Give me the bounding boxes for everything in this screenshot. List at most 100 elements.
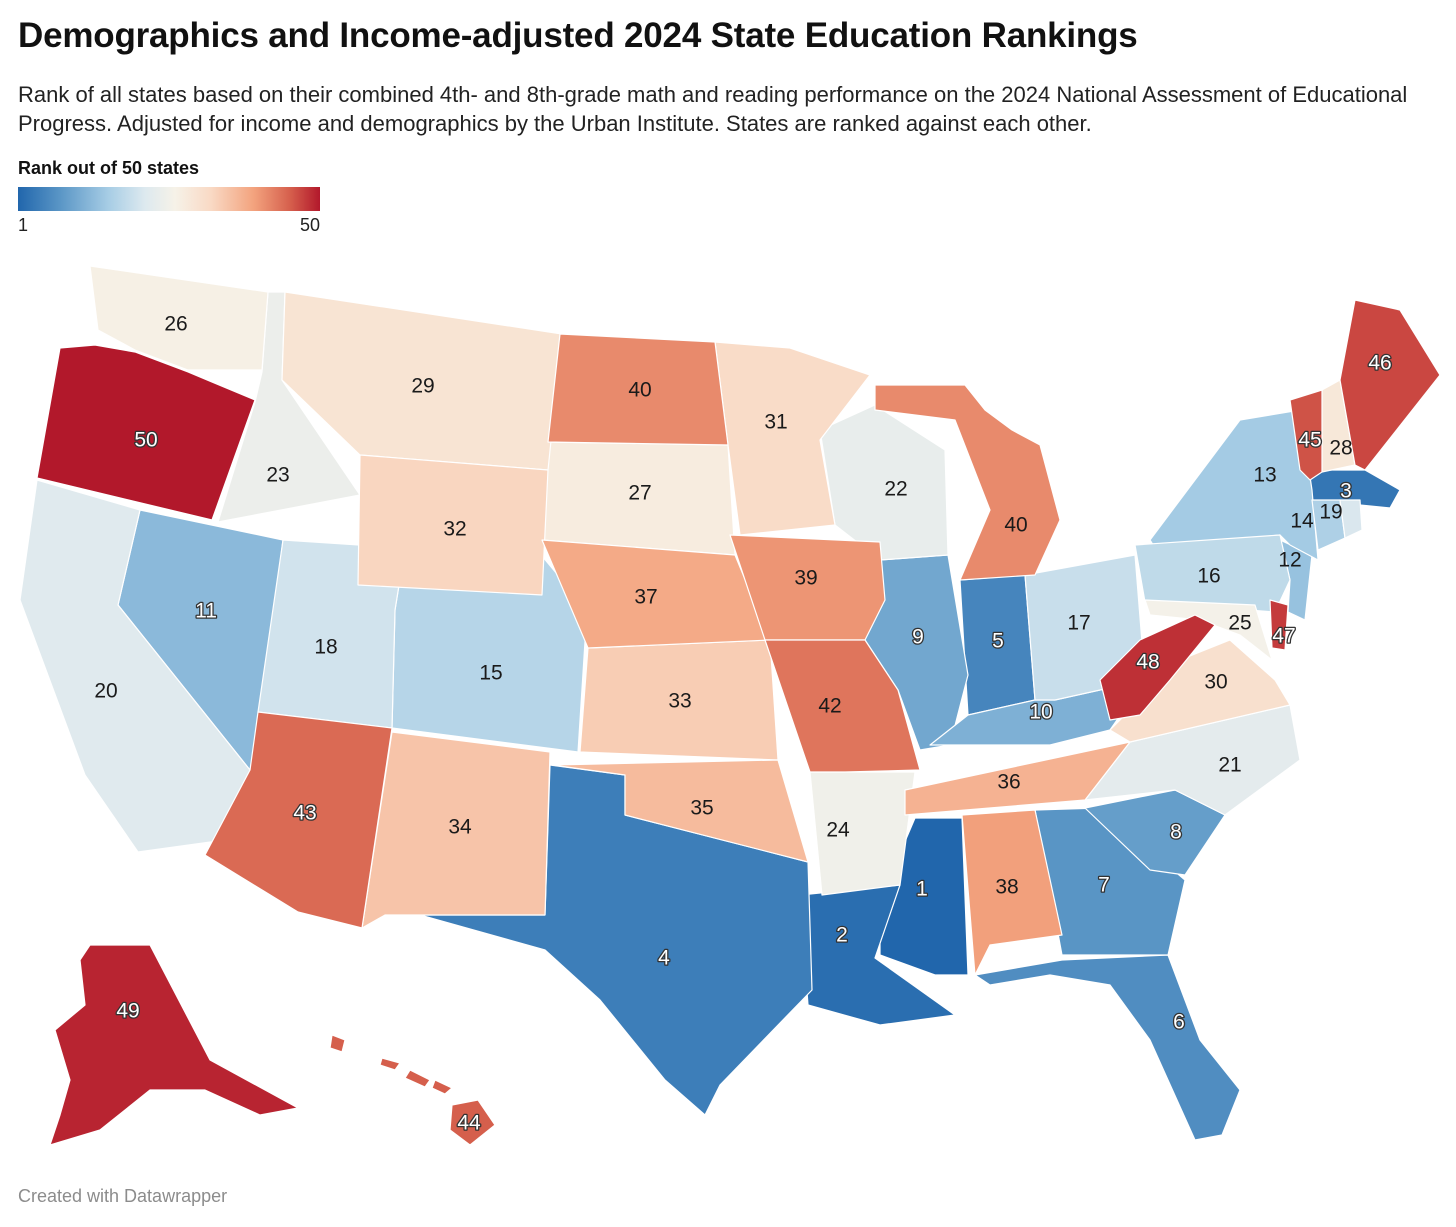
state-ny[interactable]	[1149, 409, 1319, 561]
state-wv[interactable]	[1099, 614, 1216, 721]
state-hi[interactable]	[329, 1034, 496, 1146]
state-shape-me[interactable]	[1339, 299, 1441, 471]
rank-label-sc: 8	[1170, 821, 1182, 844]
state-mn[interactable]	[714, 341, 871, 536]
state-shape-tn[interactable]	[904, 741, 1131, 816]
state-md[interactable]	[1144, 599, 1273, 661]
rank-label-oh: 17	[1067, 612, 1090, 635]
rank-label-mi: 40	[1004, 514, 1027, 537]
state-ak[interactable]	[49, 944, 299, 1146]
rank-label-nc: 21	[1218, 754, 1241, 777]
state-shape-hi-3[interactable]	[431, 1079, 453, 1095]
rank-label-va: 30	[1204, 671, 1227, 694]
rank-label-nh: 28	[1329, 437, 1352, 460]
rank-label-wi: 22	[884, 478, 907, 501]
us-state-map: 1234567891011121314151617181920212223242…	[19, 265, 1441, 1146]
state-or[interactable]	[36, 344, 256, 521]
legend-min-label: 1	[18, 215, 29, 235]
chart-subtitle: Rank of all states based on their combin…	[18, 82, 1408, 136]
legend-max-label: 50	[299, 215, 320, 235]
credit-line: Created with Datawrapper	[18, 1186, 228, 1206]
state-shape-ia[interactable]	[729, 534, 886, 641]
rank-label-sd: 27	[628, 482, 651, 505]
rank-label-il: 9	[912, 626, 924, 649]
state-shape-ak[interactable]	[49, 944, 299, 1146]
rank-label-nv: 11	[195, 600, 217, 623]
state-shape-wv[interactable]	[1099, 614, 1216, 721]
rank-label-ms: 1	[916, 878, 928, 901]
state-pa[interactable]	[1134, 534, 1291, 613]
state-shape-oh[interactable]	[1024, 554, 1146, 701]
state-shape-al[interactable]	[961, 809, 1063, 976]
rank-label-ia: 39	[794, 567, 817, 590]
state-de[interactable]	[1269, 599, 1289, 651]
state-shape-md[interactable]	[1144, 599, 1273, 661]
rank-label-ne: 37	[634, 586, 657, 609]
rank-label-nj: 12	[1278, 549, 1301, 572]
state-sc[interactable]	[1084, 789, 1226, 876]
color-legend: Rank out of 50 states 1 50	[18, 158, 320, 237]
state-me[interactable]	[1339, 299, 1441, 471]
chart-title: Demographics and Income-adjusted 2024 St…	[18, 16, 1138, 55]
rank-label-nd: 40	[628, 379, 651, 402]
state-shape-fl[interactable]	[974, 954, 1241, 1141]
rank-label-tx: 4	[658, 947, 670, 970]
rank-label-ny: 13	[1253, 464, 1276, 487]
state-ar[interactable]	[809, 771, 916, 896]
state-shape-sc[interactable]	[1084, 789, 1226, 876]
state-shape-or[interactable]	[36, 344, 256, 521]
state-shape-hi-4[interactable]	[449, 1099, 496, 1146]
state-shape-ar[interactable]	[809, 771, 916, 896]
state-wa[interactable]	[89, 265, 269, 371]
state-shape-ok[interactable]	[551, 759, 809, 863]
state-shape-vt[interactable]	[1289, 389, 1323, 481]
rank-label-ut: 18	[314, 636, 337, 659]
rank-label-wa: 26	[164, 313, 187, 336]
legend-labels: 1 50	[18, 215, 320, 237]
state-shape-nd[interactable]	[547, 333, 729, 446]
state-ia[interactable]	[729, 534, 886, 641]
state-az[interactable]	[204, 711, 393, 929]
rank-label-al: 38	[995, 876, 1018, 899]
state-oh[interactable]	[1024, 554, 1146, 701]
state-shape-mo[interactable]	[764, 639, 921, 773]
state-shape-hi[interactable]	[329, 1034, 346, 1053]
state-shape-hi-2[interactable]	[404, 1069, 431, 1088]
state-fl[interactable]	[974, 954, 1241, 1141]
state-shape-pa[interactable]	[1134, 534, 1291, 613]
state-shape-de[interactable]	[1269, 599, 1289, 651]
rank-label-tn: 36	[997, 771, 1020, 794]
state-shape-wy[interactable]	[357, 454, 549, 596]
state-mo[interactable]	[764, 639, 921, 773]
state-ok[interactable]	[551, 759, 809, 863]
state-shape-hi-1[interactable]	[379, 1057, 401, 1071]
state-vt[interactable]	[1289, 389, 1323, 481]
rank-label-co: 15	[479, 662, 502, 685]
state-shape-ny[interactable]	[1149, 409, 1319, 561]
rank-label-fl: 6	[1173, 1011, 1185, 1034]
rank-label-in: 5	[992, 630, 1004, 653]
state-ri[interactable]	[1339, 499, 1363, 539]
state-shape-wa[interactable]	[89, 265, 269, 371]
state-shape-ri[interactable]	[1339, 499, 1363, 539]
state-wy[interactable]	[357, 454, 549, 596]
legend-title: Rank out of 50 states	[18, 158, 200, 178]
state-shape-mi[interactable]	[874, 384, 1061, 581]
state-nd[interactable]	[547, 333, 729, 446]
states-layer	[19, 265, 1441, 1146]
rank-label-de: 47	[1272, 625, 1295, 648]
rank-label-mo: 42	[818, 695, 841, 718]
state-al[interactable]	[961, 809, 1063, 976]
rank-label-nm: 34	[448, 816, 472, 839]
legend-gradient-bar	[18, 187, 320, 211]
state-shape-az[interactable]	[204, 711, 393, 929]
rank-label-me: 46	[1368, 352, 1391, 375]
state-shape-mn[interactable]	[714, 341, 871, 536]
state-tn[interactable]	[904, 741, 1131, 816]
rank-label-mt: 29	[411, 375, 434, 398]
rank-label-or: 50	[134, 429, 157, 452]
rank-label-wv: 48	[1136, 651, 1159, 674]
rank-labels-layer: 1234567891011121314151617181920212223242…	[94, 313, 1393, 1136]
rank-label-ok: 35	[690, 797, 713, 820]
state-mi[interactable]	[874, 384, 1061, 581]
